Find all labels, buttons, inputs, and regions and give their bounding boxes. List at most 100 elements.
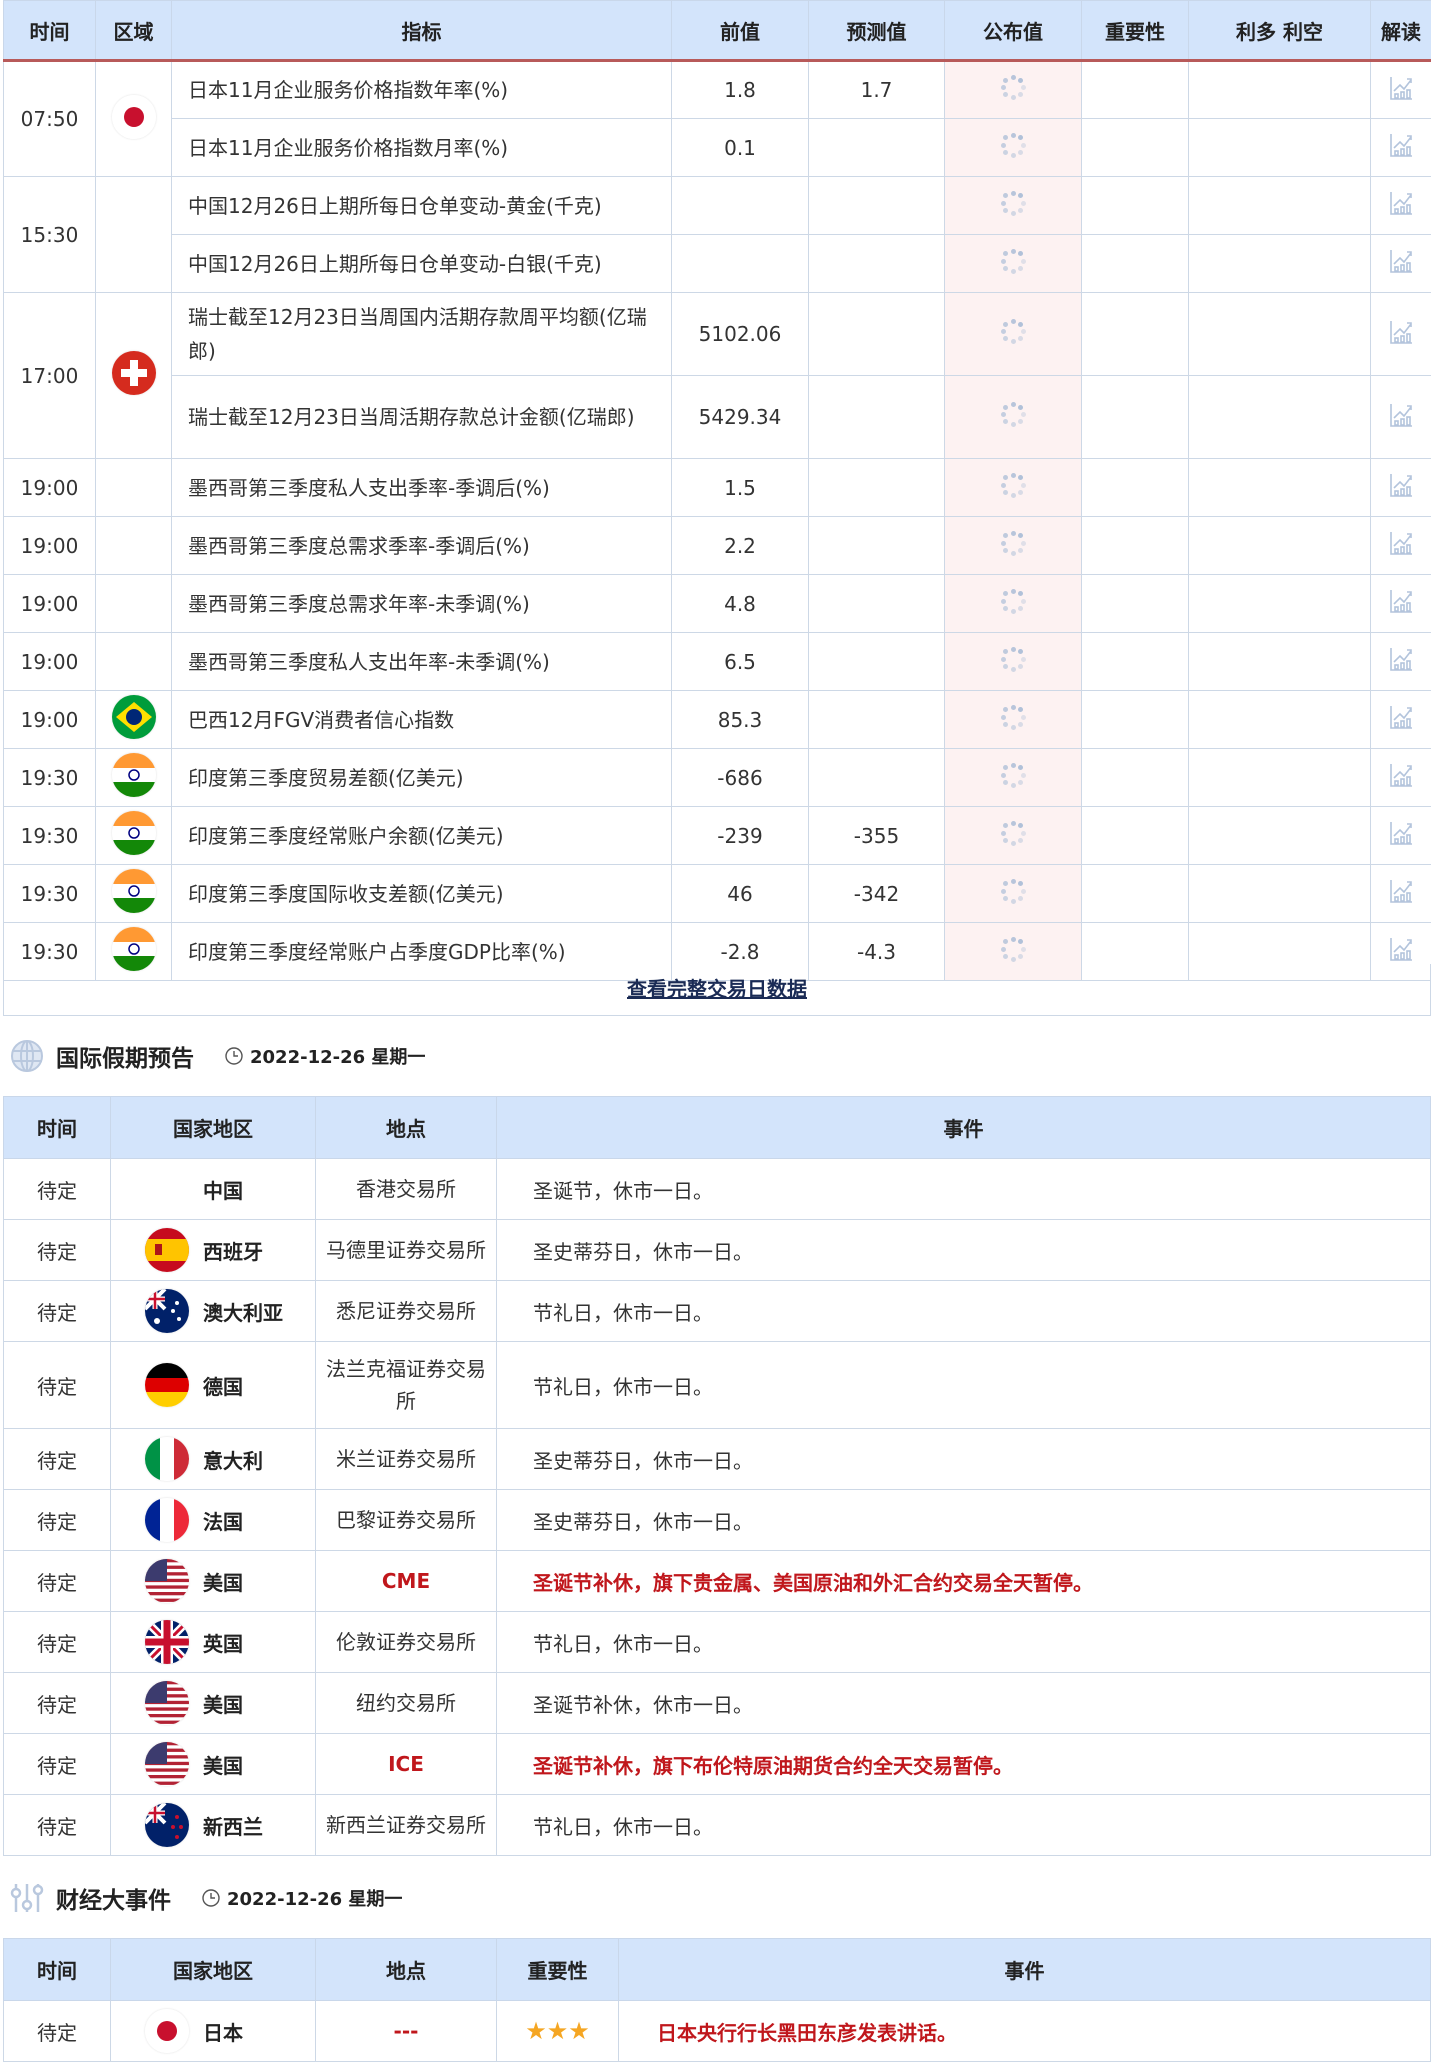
- clock-icon: [224, 1046, 244, 1066]
- column-header: 时间: [4, 1, 96, 61]
- analysis-chart-icon[interactable]: [1388, 132, 1414, 163]
- loading-spinner-icon: [1000, 132, 1026, 158]
- analysis-chart-icon[interactable]: [1388, 588, 1414, 619]
- analysis-cell[interactable]: [1371, 235, 1431, 293]
- column-header: 解读: [1371, 1, 1431, 61]
- time-cell: 待定: [4, 1795, 111, 1856]
- event-cell: 圣诞节，休市一日。: [497, 1159, 1431, 1220]
- analysis-chart-icon[interactable]: [1388, 704, 1414, 735]
- country-name: 美国: [203, 1750, 243, 1779]
- analysis-cell[interactable]: [1371, 517, 1431, 575]
- event-cell: 圣史蒂芬日，休市一日。: [497, 1490, 1431, 1551]
- analysis-cell[interactable]: [1371, 749, 1431, 807]
- impact-cell: [1189, 235, 1371, 293]
- analysis-cell[interactable]: [1371, 459, 1431, 517]
- country-cell: 新西兰: [111, 1795, 316, 1856]
- actual-value: [945, 517, 1082, 575]
- loading-spinner-icon: [1000, 704, 1026, 730]
- impact-cell: [1189, 61, 1371, 119]
- analysis-cell[interactable]: [1371, 119, 1431, 177]
- importance-cell: [1082, 749, 1189, 807]
- region-cell: [96, 459, 172, 517]
- analysis-chart-icon[interactable]: [1388, 248, 1414, 279]
- importance-cell: [1082, 807, 1189, 865]
- holiday-row: 待定西班牙马德里证券交易所圣史蒂芬日，休市一日。: [4, 1220, 1431, 1281]
- analysis-cell[interactable]: [1371, 376, 1431, 459]
- previous-value: [672, 235, 809, 293]
- place-cell: 米兰证券交易所: [316, 1429, 497, 1490]
- view-full-trading-day-link[interactable]: 查看完整交易日数据: [627, 977, 807, 1001]
- loading-spinner-icon: [1000, 190, 1026, 216]
- forecast-value: [809, 235, 945, 293]
- flag-uk-icon: [145, 1620, 189, 1664]
- analysis-chart-icon[interactable]: [1388, 472, 1414, 503]
- forecast-value: [809, 293, 945, 376]
- flag-india-icon: [112, 811, 156, 855]
- indicator-cell: 日本11月企业服务价格指数月率(%): [172, 119, 672, 177]
- country-name: 新西兰: [203, 1811, 263, 1840]
- analysis-chart-icon[interactable]: [1388, 530, 1414, 561]
- time-cell: 待定: [4, 1673, 111, 1734]
- star-icon: ★: [568, 2017, 590, 2045]
- indicator-cell: 印度第三季度国际收支差额(亿美元): [172, 865, 672, 923]
- country-cell: 英国: [111, 1612, 316, 1673]
- analysis-chart-icon[interactable]: [1388, 402, 1414, 433]
- actual-value: [945, 749, 1082, 807]
- analysis-chart-icon[interactable]: [1388, 878, 1414, 909]
- analysis-cell[interactable]: [1371, 807, 1431, 865]
- country-cell: 意大利: [111, 1429, 316, 1490]
- column-header: 前值: [672, 1, 809, 61]
- analysis-chart-icon[interactable]: [1388, 75, 1414, 106]
- country-name: 美国: [203, 1689, 243, 1718]
- event-cell: 节礼日，休市一日。: [497, 1342, 1431, 1429]
- analysis-cell[interactable]: [1371, 865, 1431, 923]
- previous-value: 5102.06: [672, 293, 809, 376]
- impact-cell: [1189, 865, 1371, 923]
- analysis-cell[interactable]: [1371, 293, 1431, 376]
- holiday-row: 待定新西兰新西兰证券交易所节礼日，休市一日。: [4, 1795, 1431, 1856]
- actual-value: [945, 61, 1082, 119]
- actual-value: [945, 293, 1082, 376]
- flag-spain-icon: [145, 1228, 189, 1272]
- analysis-chart-icon[interactable]: [1388, 762, 1414, 793]
- column-header: 预测值: [809, 1, 945, 61]
- impact-cell: [1189, 459, 1371, 517]
- analysis-cell[interactable]: [1371, 61, 1431, 119]
- analysis-chart-icon[interactable]: [1388, 936, 1414, 967]
- region-cell: [96, 749, 172, 807]
- analysis-cell[interactable]: [1371, 177, 1431, 235]
- analysis-chart-icon[interactable]: [1388, 646, 1414, 677]
- time-cell: 19:00: [4, 691, 96, 749]
- analysis-cell[interactable]: [1371, 691, 1431, 749]
- forecast-value: 1.7: [809, 61, 945, 119]
- flag-india-icon: [112, 753, 156, 797]
- analysis-chart-icon[interactable]: [1388, 190, 1414, 221]
- column-header: 利多 利空: [1189, 1, 1371, 61]
- impact-cell: [1189, 575, 1371, 633]
- forecast-value: [809, 459, 945, 517]
- importance-cell: [1082, 633, 1189, 691]
- impact-cell: [1189, 517, 1371, 575]
- region-cell: [96, 517, 172, 575]
- column-header: 区域: [96, 1, 172, 61]
- analysis-cell[interactable]: [1371, 575, 1431, 633]
- flag-germany-icon: [145, 1363, 189, 1407]
- loading-spinner-icon: [1000, 530, 1026, 556]
- region-cell: [96, 575, 172, 633]
- analysis-chart-icon[interactable]: [1388, 319, 1414, 350]
- section-title: 国际假期预告: [56, 1039, 194, 1073]
- flag-usa-icon: [145, 1742, 189, 1786]
- impact-cell: [1189, 633, 1371, 691]
- place-cell: 悉尼证券交易所: [316, 1281, 497, 1342]
- country-name: 美国: [203, 1567, 243, 1596]
- analysis-chart-icon[interactable]: [1388, 820, 1414, 851]
- column-header: 时间: [4, 1939, 111, 2001]
- time-cell: 19:30: [4, 807, 96, 865]
- importance-cell: [1082, 177, 1189, 235]
- flag-switzerland-icon: [112, 351, 156, 395]
- analysis-cell[interactable]: [1371, 633, 1431, 691]
- indicator-cell: 印度第三季度经常账户余额(亿美元): [172, 807, 672, 865]
- indicator-cell: 巴西12月FGV消费者信心指数: [172, 691, 672, 749]
- date-text: 2022-12-26 星期一: [250, 1043, 425, 1069]
